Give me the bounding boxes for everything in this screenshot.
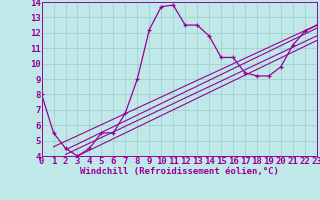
X-axis label: Windchill (Refroidissement éolien,°C): Windchill (Refroidissement éolien,°C) — [80, 167, 279, 176]
